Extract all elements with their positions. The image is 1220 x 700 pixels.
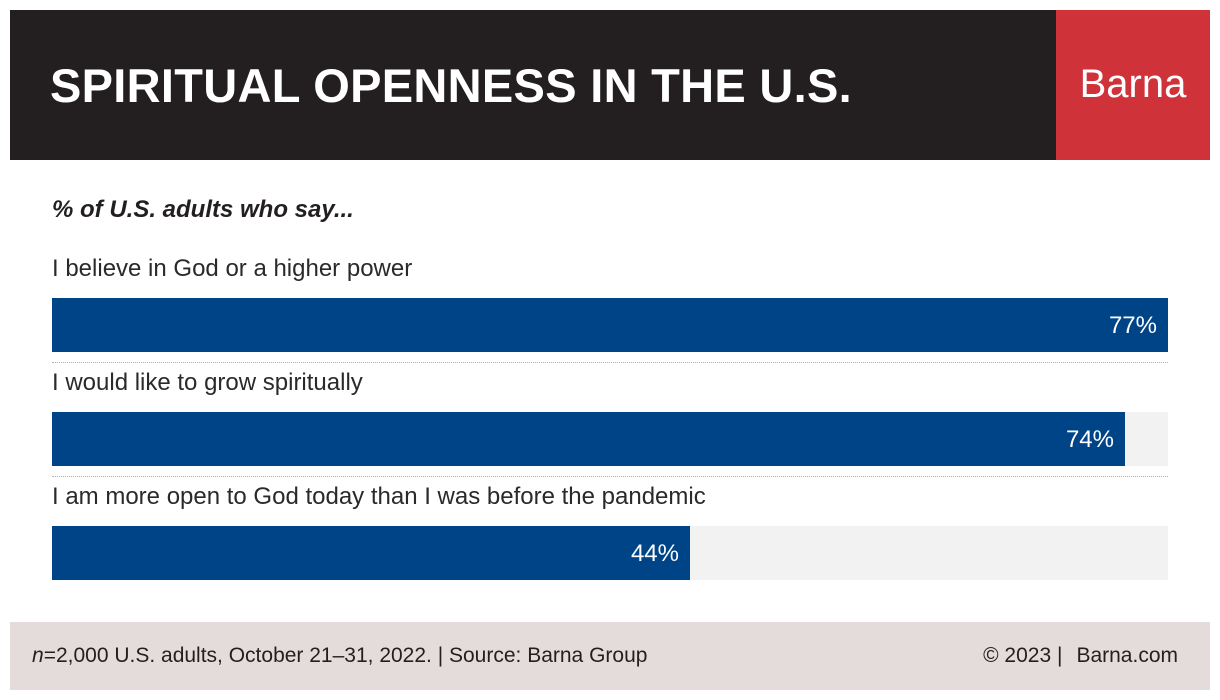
sample-size-letter: n xyxy=(32,644,44,667)
footer-source-note: n=2,000 U.S. adults, October 21–31, 2022… xyxy=(32,644,647,668)
header-banner: SPIRITUAL OPENNESS IN THE U.S. Barna xyxy=(10,10,1210,160)
bar: 44% xyxy=(52,526,690,580)
category-label: I am more open to God today than I was b… xyxy=(52,483,706,510)
brand-logo: Barna xyxy=(1056,10,1210,160)
chart-title: SPIRITUAL OPENNESS IN THE U.S. xyxy=(50,59,853,112)
brand-logo-text: Barna xyxy=(1079,62,1187,106)
footer: n=2,000 U.S. adults, October 21–31, 2022… xyxy=(10,622,1210,690)
website-link[interactable]: Barna.com xyxy=(1076,644,1178,667)
bar-track: 74% xyxy=(52,412,1168,466)
bar: 74% xyxy=(52,412,1125,466)
category-label: I believe in God or a higher power xyxy=(52,255,413,282)
category-label: I would like to grow spiritually xyxy=(52,369,363,396)
bar: 77% xyxy=(52,298,1168,352)
bar-track: 44% xyxy=(52,526,1168,580)
data-label: 77% xyxy=(1108,312,1157,339)
data-label: 44% xyxy=(630,540,679,567)
row-divider xyxy=(52,362,1168,363)
bar-row: I am more open to God today than I was b… xyxy=(52,483,1168,580)
sample-description: =2,000 U.S. adults, October 21–31, 2022.… xyxy=(43,644,648,667)
data-label: 74% xyxy=(1065,426,1114,453)
row-divider xyxy=(52,476,1168,477)
bar-row: I would like to grow spiritually 74% xyxy=(52,369,1168,466)
footer-credits: © 2023 | Barna.com xyxy=(983,644,1178,668)
copyright-text: © 2023 | xyxy=(983,644,1063,667)
chart-subtitle: % of U.S. adults who say... xyxy=(52,196,354,223)
bar-chart: I believe in God or a higher power 77% I w… xyxy=(52,255,1168,595)
bar-track: 77% xyxy=(52,298,1168,352)
bar-row: I believe in God or a higher power 77% xyxy=(52,255,1168,352)
